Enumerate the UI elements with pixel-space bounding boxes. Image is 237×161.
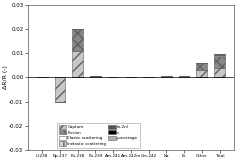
Bar: [214, 68, 225, 77]
Legend: Capture, Fission, Elastic scattering, Inelastic scattering, (n,2n), ν, μ-average: Capture, Fission, Elastic scattering, In…: [57, 123, 140, 148]
Bar: [90, 76, 101, 77]
Bar: [214, 54, 225, 55]
Bar: [55, 77, 65, 102]
Bar: [196, 70, 207, 77]
Bar: [196, 63, 207, 70]
Bar: [214, 56, 225, 68]
Bar: [179, 76, 189, 77]
Y-axis label: ΔR/R (-): ΔR/R (-): [3, 66, 8, 89]
Bar: [196, 62, 207, 63]
Bar: [73, 29, 83, 51]
Bar: [161, 76, 172, 77]
Bar: [73, 51, 83, 77]
Bar: [214, 55, 225, 56]
Bar: [73, 28, 83, 29]
